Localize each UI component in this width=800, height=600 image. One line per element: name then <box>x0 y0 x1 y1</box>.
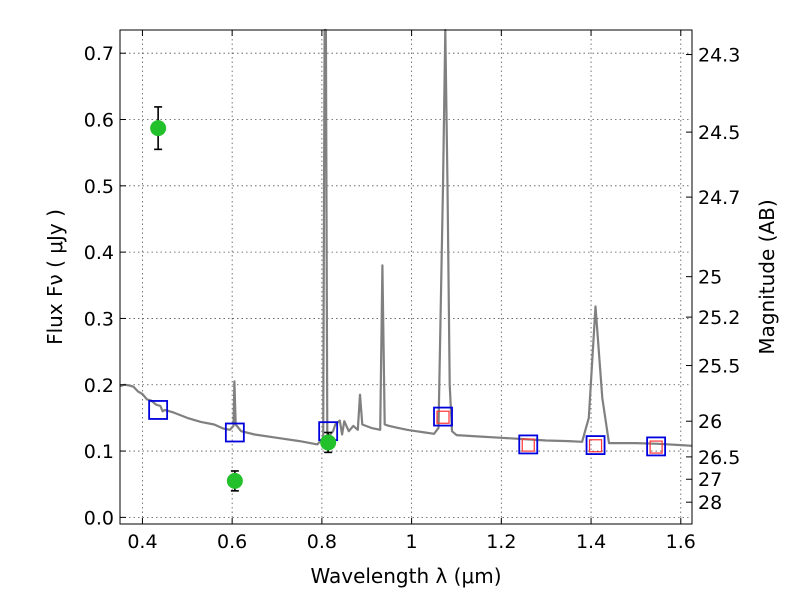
y-tick-label: 0.5 <box>84 176 114 198</box>
model-photometry-square <box>433 406 453 427</box>
y-tick-label: 0.3 <box>84 308 114 330</box>
model-photometry-square <box>148 400 169 420</box>
x-tick-label: 0.4 <box>127 531 157 553</box>
axis-ticks: 0.4 0.6 0.8 1 1.2 1.4 1.6 0.0 0.1 0.2 0.3 0.4 0.5 0.6… <box>84 30 740 553</box>
magnitude-tick-label: 24.3 <box>698 45 740 67</box>
y-tick-label: 0.7 <box>84 43 114 65</box>
magnitude-tick-label: 24.5 <box>698 122 740 144</box>
y-tick-label: 0.4 <box>84 242 114 264</box>
x-tick-label: 1.4 <box>576 531 606 553</box>
y-tick-label: 0.0 <box>84 507 114 529</box>
x-tick-label: 1.6 <box>666 531 696 553</box>
magnitude-tick-label: 24.7 <box>698 187 740 209</box>
model-photometry-square <box>224 422 245 443</box>
grid-lines <box>120 30 692 524</box>
x-tick-label: 0.6 <box>217 531 247 553</box>
y-axis-title: Flux Fν ( μJy ) <box>43 209 67 345</box>
observed-photometry-square <box>521 438 535 452</box>
observed-photometry-square <box>649 440 663 454</box>
x-tick-label: 0.8 <box>307 531 337 553</box>
sed-model-curve <box>119 28 693 447</box>
y2-axis-title: Magnitude (AB) <box>755 199 779 354</box>
observed-photometry-square <box>436 410 450 424</box>
observed-photometry-square <box>588 439 603 453</box>
magnitude-tick-label: 25.5 <box>698 356 740 378</box>
model-photometry-square <box>646 436 667 457</box>
magnitude-tick-label: 26.5 <box>698 447 740 469</box>
magnitude-tick-label: 25.2 <box>698 307 740 329</box>
x-tick-label: 1 <box>406 531 418 553</box>
photometry-markers <box>148 106 667 492</box>
sed-model-line <box>119 28 693 447</box>
model-photometry-square <box>518 434 539 455</box>
detected-flux-point <box>320 434 337 451</box>
model-photometry-square <box>585 435 606 455</box>
x-axis-title: Wavelength λ (μm) <box>310 564 501 588</box>
magnitude-tick-label: 27 <box>698 469 722 491</box>
magnitude-tick-label: 25 <box>698 267 722 289</box>
y-tick-label: 0.1 <box>84 441 114 463</box>
magnitude-tick-label: 28 <box>698 492 722 514</box>
magnitude-tick-label: 26 <box>698 411 722 433</box>
x-tick-label: 1.2 <box>486 531 516 553</box>
detected-flux-point <box>226 472 243 489</box>
y-tick-label: 0.2 <box>84 375 114 397</box>
plot-frame <box>119 29 693 525</box>
detected-flux-point <box>150 120 167 137</box>
y-tick-label: 0.6 <box>84 110 114 132</box>
